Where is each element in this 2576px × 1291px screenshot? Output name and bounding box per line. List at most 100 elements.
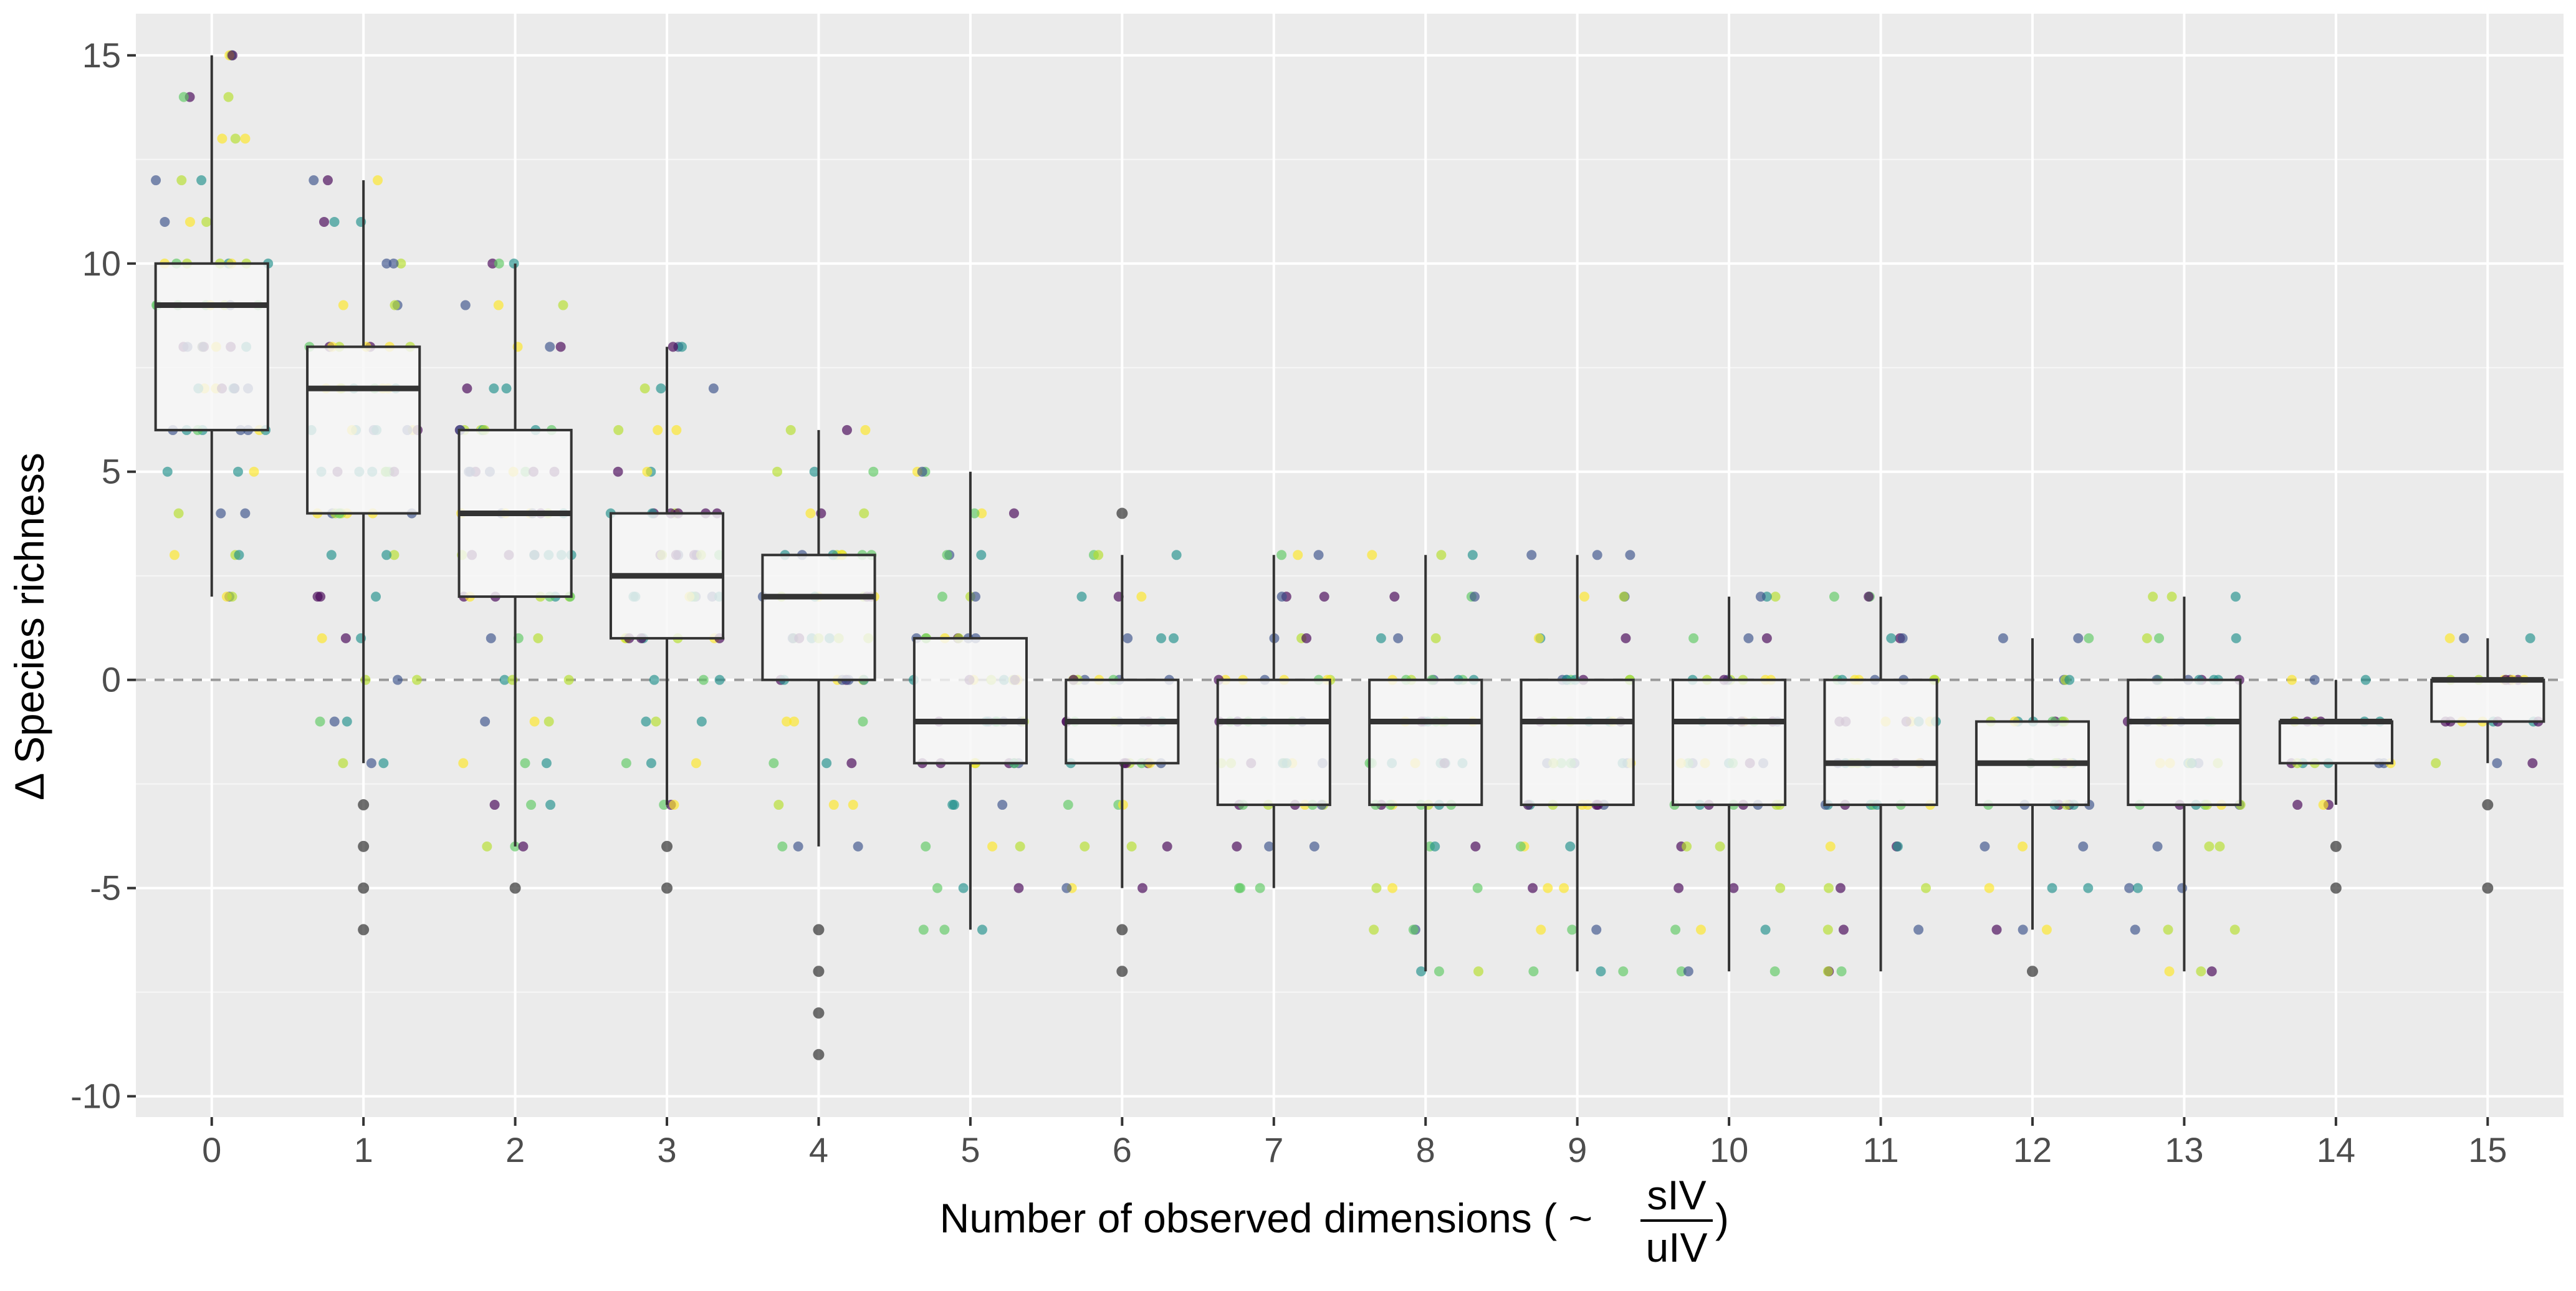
jitter-point (378, 758, 389, 769)
jitter-point (1371, 883, 1382, 893)
jitter-point (671, 425, 682, 435)
jitter-point (773, 800, 784, 810)
outlier-point (358, 840, 370, 852)
jitter-point (342, 716, 352, 727)
jitter-point (1838, 924, 1849, 935)
jitter-point (1695, 924, 1706, 935)
jitter-point (489, 800, 500, 810)
jitter-point (1162, 841, 1172, 852)
jitter-point (1769, 966, 1780, 977)
jitter-point (1822, 924, 1833, 935)
jitter-point (520, 758, 530, 769)
jitter-point (859, 508, 869, 519)
jitter-point (1470, 841, 1481, 852)
jitter-point (2078, 841, 2089, 852)
box-15 (2430, 638, 2545, 894)
jitter-point (1567, 924, 1578, 935)
jitter-point (1123, 633, 1133, 643)
box-body (1216, 678, 1331, 807)
jitter-point (2163, 924, 2173, 935)
box-7 (1216, 555, 1331, 888)
jitter-point (563, 674, 574, 685)
jitter-point (2083, 883, 2094, 893)
jitter-point (1156, 633, 1167, 643)
jitter-point (162, 466, 173, 477)
x-tick-label: 6 (1113, 1130, 1132, 1169)
jitter-point (1137, 883, 1148, 893)
jitter-point (1533, 633, 1544, 643)
jitter-point (460, 300, 471, 310)
jitter-point (714, 674, 725, 685)
jitter-point (1565, 841, 1576, 852)
jitter-point (2154, 633, 2165, 643)
x-tick-label: 15 (2468, 1130, 2507, 1169)
jitter-point (1673, 883, 1684, 893)
jitter-point (1984, 883, 1994, 893)
jitter-point (315, 592, 326, 602)
jitter-point (482, 841, 492, 852)
jitter-point (227, 592, 237, 602)
outlier-point (813, 966, 825, 977)
jitter-point (227, 50, 237, 60)
jitter-point (543, 716, 554, 727)
jitter-point (217, 133, 227, 144)
jitter-point (390, 300, 400, 310)
y-tick-label: 0 (102, 660, 121, 699)
jitter-point (942, 550, 952, 560)
jitter-point (1836, 966, 1847, 977)
jitter-point (1980, 841, 1990, 852)
jitter-point (1543, 883, 1553, 893)
jitter-point (696, 716, 707, 727)
jitter-point (2318, 800, 2329, 810)
jitter-point (1591, 924, 1602, 935)
jitter-point (1743, 633, 1754, 643)
jitter-point (1472, 883, 1483, 893)
jitter-point (1825, 841, 1836, 852)
jitter-point (1376, 633, 1386, 643)
jitter-point (1434, 966, 1444, 977)
jitter-point (809, 466, 820, 477)
jitter-point (785, 425, 796, 435)
jitter-point (2164, 966, 2175, 977)
jitter-point (1592, 550, 1602, 560)
box-body (2278, 720, 2393, 765)
jitter-point (1822, 966, 1833, 977)
jitter-point (340, 633, 351, 643)
jitter-point (1436, 550, 1447, 560)
x-tick-label: 7 (1264, 1130, 1283, 1169)
box-body (1520, 678, 1635, 807)
jitter-point (1998, 633, 2008, 643)
outlier-point (509, 882, 521, 894)
jitter-point (366, 758, 376, 769)
jitter-point (853, 841, 863, 852)
jitter-point (805, 508, 816, 519)
jitter-point (494, 258, 504, 269)
jitter-point (176, 175, 187, 186)
jitter-point (939, 924, 950, 935)
jitter-point (2527, 758, 2538, 769)
jitter-point (338, 300, 348, 310)
jitter-point (1301, 633, 1312, 643)
jitter-point (223, 92, 234, 102)
jitter-point (1126, 841, 1137, 852)
jitter-point (1775, 883, 1786, 893)
jitter-point (977, 508, 987, 519)
jitter-point (2204, 841, 2214, 852)
jitter-point (1416, 966, 1427, 977)
jitter-point (1829, 592, 1839, 602)
jitter-point (1835, 883, 1846, 893)
jitter-point (768, 758, 779, 769)
jitter-point (1515, 841, 1526, 852)
outlier-point (2330, 882, 2342, 894)
y-tick-label: 15 (82, 36, 121, 75)
jitter-point (1683, 966, 1693, 977)
jitter-point (1264, 841, 1275, 852)
x-tick-label: 2 (505, 1130, 525, 1169)
jitter-point (868, 466, 879, 477)
x-tick-label: 11 (1862, 1130, 1898, 1169)
box-9 (1520, 555, 1635, 972)
jitter-point (558, 300, 568, 310)
jitter-point (2525, 633, 2535, 643)
jitter-point (1387, 883, 1398, 893)
